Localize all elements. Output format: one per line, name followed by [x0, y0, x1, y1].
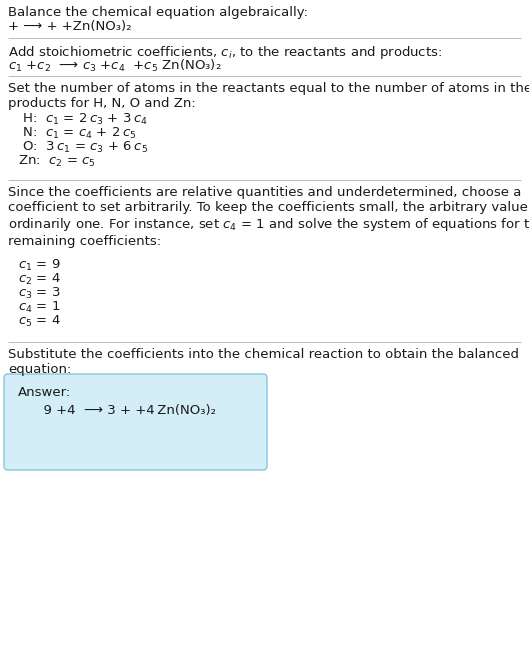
Text: Since the coefficients are relative quantities and underdetermined, choose a
coe: Since the coefficients are relative quan…	[8, 186, 529, 248]
FancyBboxPatch shape	[4, 374, 267, 470]
Text: H:  $c_1$ = 2 $c_3$ + 3 $c_4$: H: $c_1$ = 2 $c_3$ + 3 $c_4$	[18, 112, 148, 127]
Text: $c_5$ = 4: $c_5$ = 4	[18, 314, 61, 329]
Text: Substitute the coefficients into the chemical reaction to obtain the balanced
eq: Substitute the coefficients into the che…	[8, 348, 519, 376]
Text: $c_3$ = 3: $c_3$ = 3	[18, 286, 60, 301]
Text: + ⟶ + +Zn(NO₃)₂: + ⟶ + +Zn(NO₃)₂	[8, 20, 132, 33]
Text: Answer:: Answer:	[18, 386, 71, 399]
Text: Balance the chemical equation algebraically:: Balance the chemical equation algebraica…	[8, 6, 308, 19]
Text: $c_1$ = 9: $c_1$ = 9	[18, 258, 60, 273]
Text: Zn:  $c_2$ = $c_5$: Zn: $c_2$ = $c_5$	[18, 154, 96, 169]
Text: Set the number of atoms in the reactants equal to the number of atoms in the
pro: Set the number of atoms in the reactants…	[8, 82, 529, 110]
Text: Add stoichiometric coefficients, $c_i$, to the reactants and products:: Add stoichiometric coefficients, $c_i$, …	[8, 44, 442, 61]
Text: 9 +4  ⟶ 3 + +4 Zn(NO₃)₂: 9 +4 ⟶ 3 + +4 Zn(NO₃)₂	[18, 404, 216, 417]
Text: O:  3 $c_1$ = $c_3$ + 6 $c_5$: O: 3 $c_1$ = $c_3$ + 6 $c_5$	[18, 140, 148, 155]
Text: $c_2$ = 4: $c_2$ = 4	[18, 272, 61, 287]
Text: N:  $c_1$ = $c_4$ + 2 $c_5$: N: $c_1$ = $c_4$ + 2 $c_5$	[18, 126, 136, 141]
Text: $c_4$ = 1: $c_4$ = 1	[18, 300, 60, 315]
Text: $c_1$ +$c_2$  ⟶ $c_3$ +$c_4$  +$c_5$ Zn(NO₃)₂: $c_1$ +$c_2$ ⟶ $c_3$ +$c_4$ +$c_5$ Zn(NO…	[8, 58, 222, 74]
